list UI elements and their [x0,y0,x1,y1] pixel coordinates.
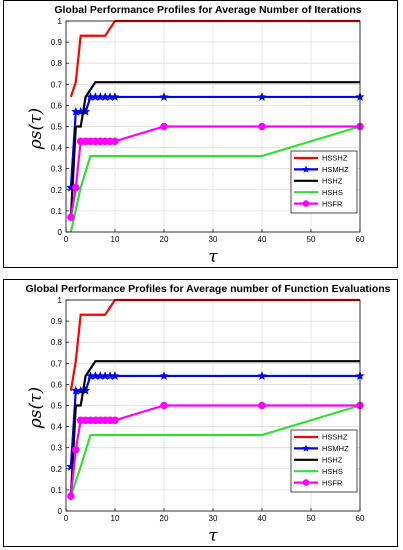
data-point-hsmhz [257,92,267,101]
y-tick-label: 0.1 [51,207,63,216]
panel-frame [3,279,398,547]
legend-label-hsmhz: HSMHZ [322,444,349,453]
y-tick-label: 0.8 [51,338,63,347]
data-point-hsmhz [110,371,120,380]
data-point-hsmhz [159,371,169,380]
axes-box [65,20,361,233]
legend-label-hsfr: HSFR [322,478,343,487]
y-tick-label: 0.1 [51,486,63,495]
y-tick-label: 0.5 [51,402,63,411]
series-line-hshz [69,360,360,497]
y-axis-label: ρs(τ) [26,108,46,150]
chart-title: Global Performance Profiles for Average … [25,283,390,295]
x-tick-label: 10 [111,235,120,244]
chart-title: Global Performance Profiles for Average … [54,4,361,16]
legend-marker-hsfr [302,200,310,207]
y-tick-label: 1 [58,17,63,26]
legend-label-hsshz: HSSHZ [322,154,348,163]
y-tick-label: 0.3 [51,165,63,174]
y-tick-label: 0.7 [51,80,63,89]
y-tick-label: 0.8 [51,59,63,68]
series-line-hshs [69,404,361,497]
data-point-hsmhz [159,92,169,101]
data-point-hsmhz [110,92,120,101]
legend-label-hsshz: HSSHZ [322,433,348,442]
panel-frame [3,0,398,268]
y-tick-label: 0.5 [51,123,63,132]
data-point-hsfr [258,122,266,131]
legend-label-hsfr: HSFR [322,199,343,208]
data-point-hsfr [111,416,119,425]
y-tick-label: 0 [58,228,63,237]
x-tick-label: 10 [111,514,120,523]
data-point-hsfr [160,122,168,131]
axes-box [65,299,361,512]
data-point-hsfr [160,401,168,410]
y-tick-label: 0.2 [51,186,63,195]
data-point-hsmhz [257,371,267,380]
legend: HSSHZ HSMHZ HSHZ HSHS HSFR [290,150,358,214]
y-tick-label: 0.9 [51,38,63,47]
x-tick-label: 50 [307,514,316,523]
x-tick-label: 60 [356,235,365,244]
legend-label-hshs: HSHS [322,188,343,197]
y-tick-label: 0.4 [51,423,63,432]
series-line-hshs [69,125,361,233]
data-point-hsfr [67,213,75,222]
y-tick-label: 0.7 [51,359,63,368]
legend-marker-hsmhz [302,165,310,173]
series-line-hshz [69,81,360,218]
x-tick-label: 0 [64,514,69,523]
x-tick-label: 60 [356,514,365,523]
x-tick-label: 20 [160,514,169,523]
legend: HSSHZ HSMHZ HSHZ HSHS HSFR [290,429,358,493]
x-tick-label: 20 [160,235,169,244]
legend-label-hshs: HSHS [322,467,343,476]
x-axis-label: τ [208,247,218,267]
x-axis-label: τ [208,526,218,546]
chart-panel-function-evaluations: Global Performance Profiles for Average … [3,279,400,549]
legend-label-hshz: HSHZ [322,177,343,186]
x-tick-label: 0 [64,235,69,244]
y-tick-label: 0 [58,507,63,516]
y-tick-label: 0.3 [51,444,63,453]
x-tick-label: 30 [209,514,218,523]
data-point-hsfr [72,183,80,192]
legend-marker-hsfr [302,479,310,486]
data-point-hsfr [111,137,119,146]
chart-function-evaluations: Global Performance Profiles for Average … [25,283,390,546]
x-tick-label: 50 [307,235,316,244]
legend-label-hsmhz: HSMHZ [322,165,349,174]
data-point-hsfr [258,401,266,410]
y-tick-label: 0.4 [51,144,63,153]
y-tick-label: 1 [58,296,63,305]
x-tick-label: 30 [209,235,218,244]
legend-marker-hsmhz [302,444,310,452]
chart-iterations: Global Performance Profiles for Average … [26,4,365,267]
x-tick-label: 40 [258,514,267,523]
x-tick-label: 40 [258,235,267,244]
data-point-hsfr [67,492,75,501]
legend-label-hshz: HSHZ [322,456,343,465]
y-tick-label: 0.6 [51,380,63,389]
y-tick-label: 0.9 [51,317,63,326]
chart-panel-iterations: Global Performance Profiles for Average … [3,0,400,270]
y-tick-label: 0.6 [51,101,63,110]
data-point-hsfr [72,446,80,454]
y-tick-label: 0.2 [51,465,63,474]
y-axis-label: ρs(τ) [26,387,46,429]
